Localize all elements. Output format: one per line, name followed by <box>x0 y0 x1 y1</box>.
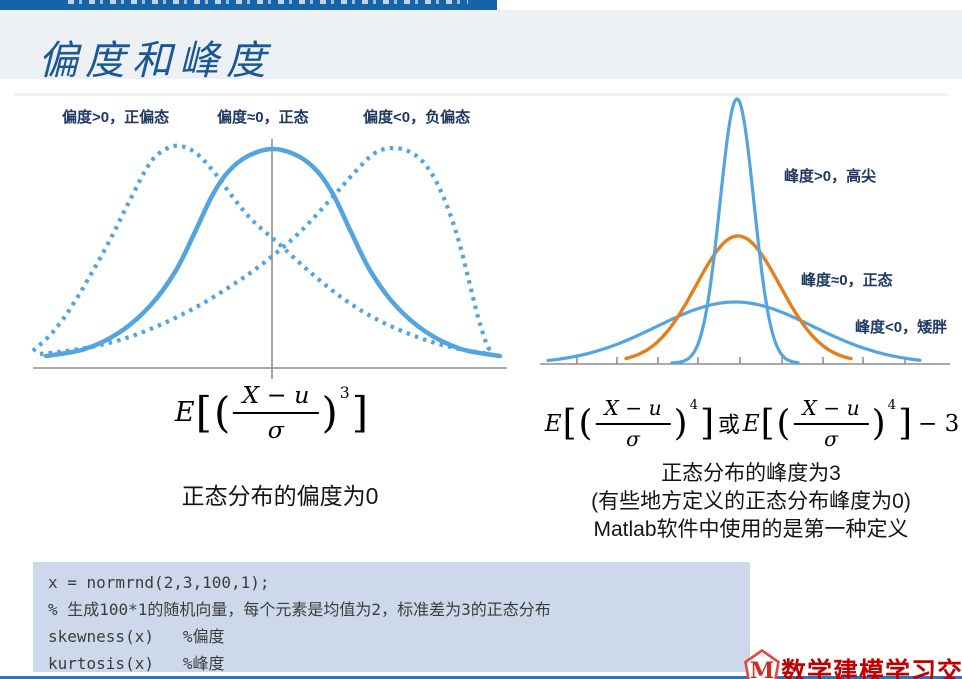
kurtosis-caption-line1: 正态分布的峰度为3 <box>661 462 841 485</box>
formula-fn: E <box>544 410 562 437</box>
formula-denominator: σ <box>824 427 838 451</box>
kurtosis-caption-line3: Matlab软件中使用的是第一种定义 <box>593 518 909 541</box>
logo-shield-icon: M <box>744 649 780 679</box>
formula-exponent: 3 <box>339 383 350 402</box>
curve-正态-偏度约等于0 <box>43 146 503 359</box>
kurtosis-formula: E[(X − u σ) 4] 或 E[(X − u σ) 4] − 3 <box>545 396 959 451</box>
matlab-code-block: x = normrnd(2,3,100,1); % 生成100*1的随机向量，每… <box>33 562 750 673</box>
curve-矮胖-峰度小于0 <box>546 300 922 363</box>
kurt-label-positive: 峰度>0，高尖 <box>784 168 877 185</box>
kurtosis-chart <box>540 97 950 365</box>
header: 偏度和峰度 <box>0 10 962 84</box>
curve-正态-峰度约等于0 <box>624 234 853 361</box>
formula-open-paren: ( <box>776 403 791 444</box>
formula-exponent: 4 <box>887 398 897 413</box>
formula-numerator: X − u <box>233 381 319 414</box>
formula-denominator: σ <box>626 427 640 451</box>
code-line-2: % 生成100*1的随机向量，每个元素是均值为2，标准差为3的正态分布 <box>48 600 551 619</box>
logo: M 数学建模学习交 <box>744 648 962 679</box>
curve-正偏态-偏度大于0 <box>31 143 491 357</box>
logo-letter: M <box>750 658 774 679</box>
header-divider <box>14 93 948 96</box>
code-line-1: x = normrnd(2,3,100,1); <box>48 573 270 592</box>
formula-denominator: σ <box>267 416 284 444</box>
skewness-caption: 正态分布的偏度为0 <box>181 483 379 509</box>
formula-open-bracket: [ <box>562 403 577 444</box>
skewness-chart <box>31 139 507 379</box>
formula-close-bracket: ] <box>898 403 912 444</box>
formula-close-paren: ) <box>871 403 886 444</box>
formula-close-bracket: ] <box>351 388 369 437</box>
formula-open-bracket: [ <box>195 388 212 437</box>
top-bar <box>0 0 497 10</box>
formula-numerator: X − u <box>595 396 671 425</box>
formula-or-text: 或 <box>717 412 740 437</box>
formula-close-bracket: ] <box>700 403 714 444</box>
kurtosis-caption-line2: (有些地方定义的正态分布峰度为0) <box>591 490 911 513</box>
bottom-rule <box>0 676 962 679</box>
formula-fn: E <box>174 397 195 428</box>
kurt-label-zero: 峰度≈0，正态 <box>801 272 893 289</box>
top-bar-clipped-text <box>68 0 468 4</box>
curve-负偏态-偏度小于0 <box>39 145 495 357</box>
formula-open-paren: ( <box>213 388 231 437</box>
formula-close-paren: ) <box>673 403 688 444</box>
formula-open-bracket: [ <box>760 403 775 444</box>
formula-open-paren: ( <box>578 403 593 444</box>
formula-close-paren: ) <box>321 388 338 437</box>
formula-minus-three: − 3 <box>917 410 960 437</box>
logo-text: 数学建模学习交 <box>781 658 962 679</box>
skew-label-positive: 偏度>0，正偏态 <box>62 109 170 126</box>
code-line-3: skewness(x) %偏度 <box>48 627 225 646</box>
curve-高尖-峰度大于0 <box>670 97 800 365</box>
formula-fn: E <box>742 410 760 437</box>
kurtosis-caption: 正态分布的峰度为3 (有些地方定义的正态分布峰度为0) Matlab软件中使用的… <box>540 460 962 544</box>
skewness-formula: E[(X − u σ) 3] <box>175 381 369 444</box>
skew-label-zero: 偏度≈0，正态 <box>217 109 309 126</box>
skew-label-negative: 偏度<0，负偏态 <box>363 109 471 126</box>
code-line-4: kurtosis(x) %峰度 <box>48 654 225 673</box>
formula-numerator: X − u <box>793 396 869 425</box>
formula-exponent: 4 <box>689 398 699 413</box>
page-title: 偏度和峰度 <box>38 38 273 84</box>
kurt-label-negative: 峰度<0，矮胖 <box>855 319 948 336</box>
